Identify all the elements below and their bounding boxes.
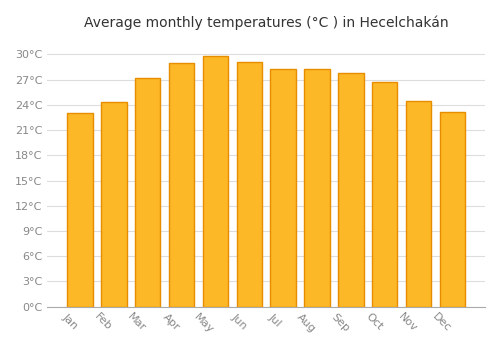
Bar [440,112,465,307]
Bar [135,78,160,307]
Bar [236,62,262,307]
Bar [372,82,398,307]
Bar [406,101,431,307]
Bar [202,56,228,307]
Bar [270,69,296,307]
Bar [101,102,126,307]
Bar [304,69,330,307]
Bar [169,63,194,307]
Bar [68,113,92,307]
Title: Average monthly temperatures (°C ) in Hecelchakán: Average monthly temperatures (°C ) in He… [84,15,448,29]
Bar [338,73,363,307]
